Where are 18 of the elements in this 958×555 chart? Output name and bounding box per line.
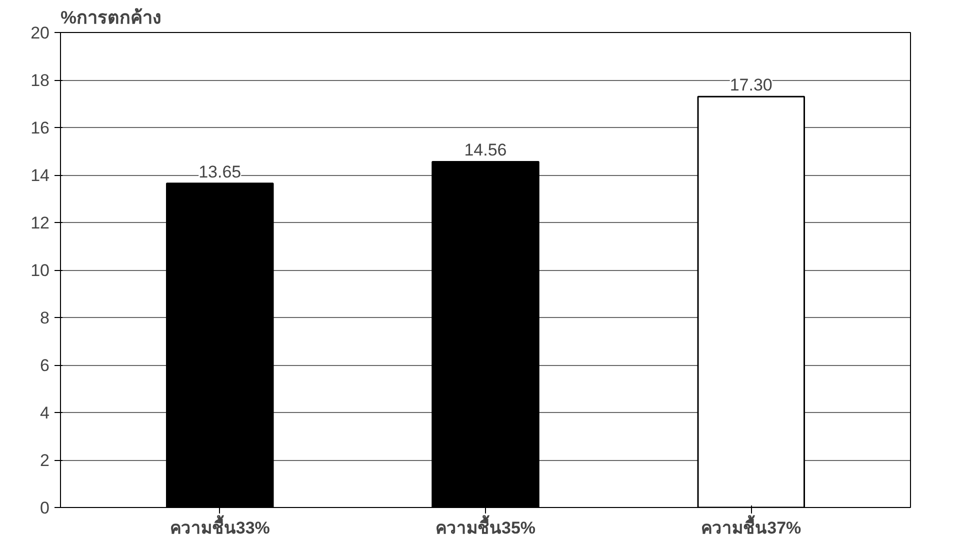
data-label: 13.65 [198, 162, 242, 182]
y-tick-label: 14 [30, 166, 50, 185]
y-tick-label: 4 [40, 404, 50, 422]
y-tick-label: 20 [30, 24, 50, 42]
x-tick-label: ความชื้น35% [435, 514, 536, 538]
y-axis-title: %การตกค้าง [60, 8, 162, 28]
data-label: 17.30 [730, 76, 772, 95]
y-tick-label: 10 [30, 261, 50, 280]
y-tick-label: 6 [40, 356, 50, 375]
y-tick-label: 2 [40, 451, 50, 470]
y-tick-label: 12 [30, 214, 50, 232]
x-tick-label: ความชื้น37% [701, 514, 802, 538]
y-tick-label: 16 [30, 118, 50, 138]
y-tick-label: 18 [30, 71, 50, 90]
y-tick-label: 0 [40, 498, 50, 518]
data-label: 14.56 [464, 140, 507, 160]
y-tick-label: 8 [40, 308, 50, 328]
x-tick-label: ความชื้น33% [170, 514, 270, 538]
